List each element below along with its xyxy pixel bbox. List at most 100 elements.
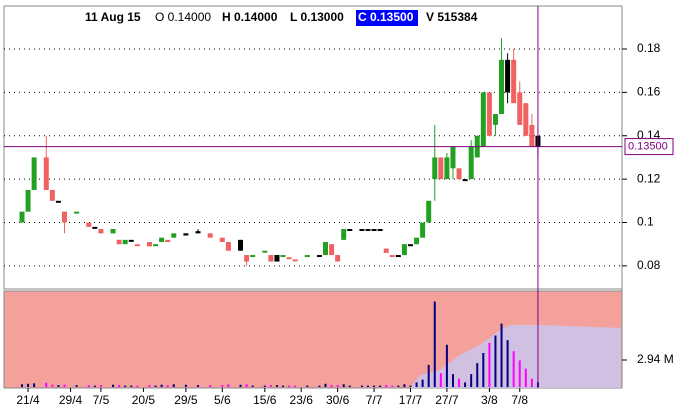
volume-bar <box>239 384 242 387</box>
volume-bar <box>63 384 66 387</box>
volume-bar <box>245 384 248 387</box>
volume-bar <box>263 385 266 387</box>
candle-body <box>389 255 395 258</box>
header-low: L 0.13000 <box>290 10 344 24</box>
candle-body <box>183 233 189 236</box>
volume-bar <box>360 385 363 387</box>
candle-body <box>329 244 335 256</box>
candle-body <box>444 157 450 180</box>
volume-bar <box>500 323 503 387</box>
y-tick-label: 0.1 <box>637 215 654 229</box>
candle-body <box>134 244 140 247</box>
candle-body <box>274 255 280 262</box>
x-tick-label: 7/8 <box>511 393 528 407</box>
candle-body <box>426 200 432 223</box>
candle-body <box>49 189 55 201</box>
candle-body <box>414 237 420 245</box>
volume-bar <box>51 384 54 387</box>
volume-bar <box>33 383 36 387</box>
candle-body <box>347 229 353 232</box>
candle-body <box>25 189 31 212</box>
volume-bar <box>172 384 175 387</box>
x-tick-label: 23/6 <box>290 393 314 407</box>
volume-bar <box>342 384 345 387</box>
volume-bar <box>366 385 369 387</box>
volume-bar <box>318 385 321 387</box>
candle-body <box>55 200 61 203</box>
y-tick-label: 0.18 <box>637 41 661 55</box>
candle-body <box>341 229 347 240</box>
volume-bar <box>209 385 212 387</box>
volume-bar <box>227 384 230 387</box>
header-open: O 0.14000 <box>155 10 211 24</box>
candle-body <box>219 237 225 243</box>
volume-bar <box>288 385 291 387</box>
candle-body <box>110 229 116 234</box>
volume-bar <box>87 385 90 387</box>
candle-body <box>153 244 159 247</box>
header-volume: V 515384 <box>426 10 478 24</box>
candle-body <box>450 146 456 169</box>
candle-body <box>323 242 328 256</box>
candle-body <box>92 226 98 229</box>
candle-body <box>492 114 498 125</box>
candle-body <box>292 259 298 262</box>
candle-body <box>225 242 231 251</box>
volume-band <box>410 325 621 388</box>
y-tick-label: 0.12 <box>637 171 661 185</box>
volume-bar <box>458 378 461 387</box>
volume-bar <box>294 385 297 387</box>
volume-bar <box>397 385 400 387</box>
volume-bar <box>379 385 382 387</box>
candle-body <box>335 255 341 262</box>
candle-body <box>401 244 407 256</box>
x-tick-label: 7/5 <box>93 393 110 407</box>
candle-body <box>511 59 517 104</box>
header-high: H 0.14000 <box>222 10 278 24</box>
volume-bar <box>451 374 454 387</box>
candle-body <box>280 255 286 258</box>
candle-body <box>480 92 486 147</box>
candle-body <box>165 239 171 243</box>
candle-body <box>244 255 250 262</box>
candle-body <box>98 229 104 234</box>
volume-bar <box>306 385 309 387</box>
volume-bar <box>148 385 151 387</box>
volume-bar <box>136 385 139 387</box>
candle-body <box>456 168 462 180</box>
volume-bar <box>330 385 333 387</box>
volume-bar <box>427 364 430 387</box>
volume-bar <box>494 335 497 387</box>
x-tick-label: 27/7 <box>435 393 459 407</box>
volume-bar <box>221 385 224 387</box>
candle-body <box>250 255 256 258</box>
x-tick-label: 20/5 <box>132 393 156 407</box>
volume-bar <box>336 385 339 387</box>
volume-bar <box>524 368 527 387</box>
candle-body <box>86 222 92 227</box>
candle-body <box>61 211 67 223</box>
volume-bar <box>506 340 509 387</box>
volume-tick-label: 2.94 M <box>637 352 674 366</box>
candle-body <box>438 157 444 180</box>
candle-body <box>359 229 365 232</box>
candle-body <box>517 92 523 125</box>
volume-bar <box>118 385 121 387</box>
volume-bar <box>482 353 485 387</box>
volume-bar <box>99 385 102 387</box>
candle-body <box>407 244 413 247</box>
candle-body <box>316 255 322 258</box>
volume-bar <box>93 385 96 387</box>
candle-body <box>171 233 177 238</box>
candle-body <box>238 239 244 251</box>
candle-body <box>365 229 371 232</box>
y-tick-label: 0.08 <box>637 258 661 272</box>
volume-bar <box>21 384 23 387</box>
volume-bar <box>403 384 406 387</box>
volume-bar <box>476 363 479 387</box>
volume-bar <box>160 384 163 387</box>
candle-body <box>146 242 152 247</box>
candle-body <box>43 157 49 190</box>
candle-body <box>207 233 213 238</box>
candle-body <box>468 146 474 180</box>
